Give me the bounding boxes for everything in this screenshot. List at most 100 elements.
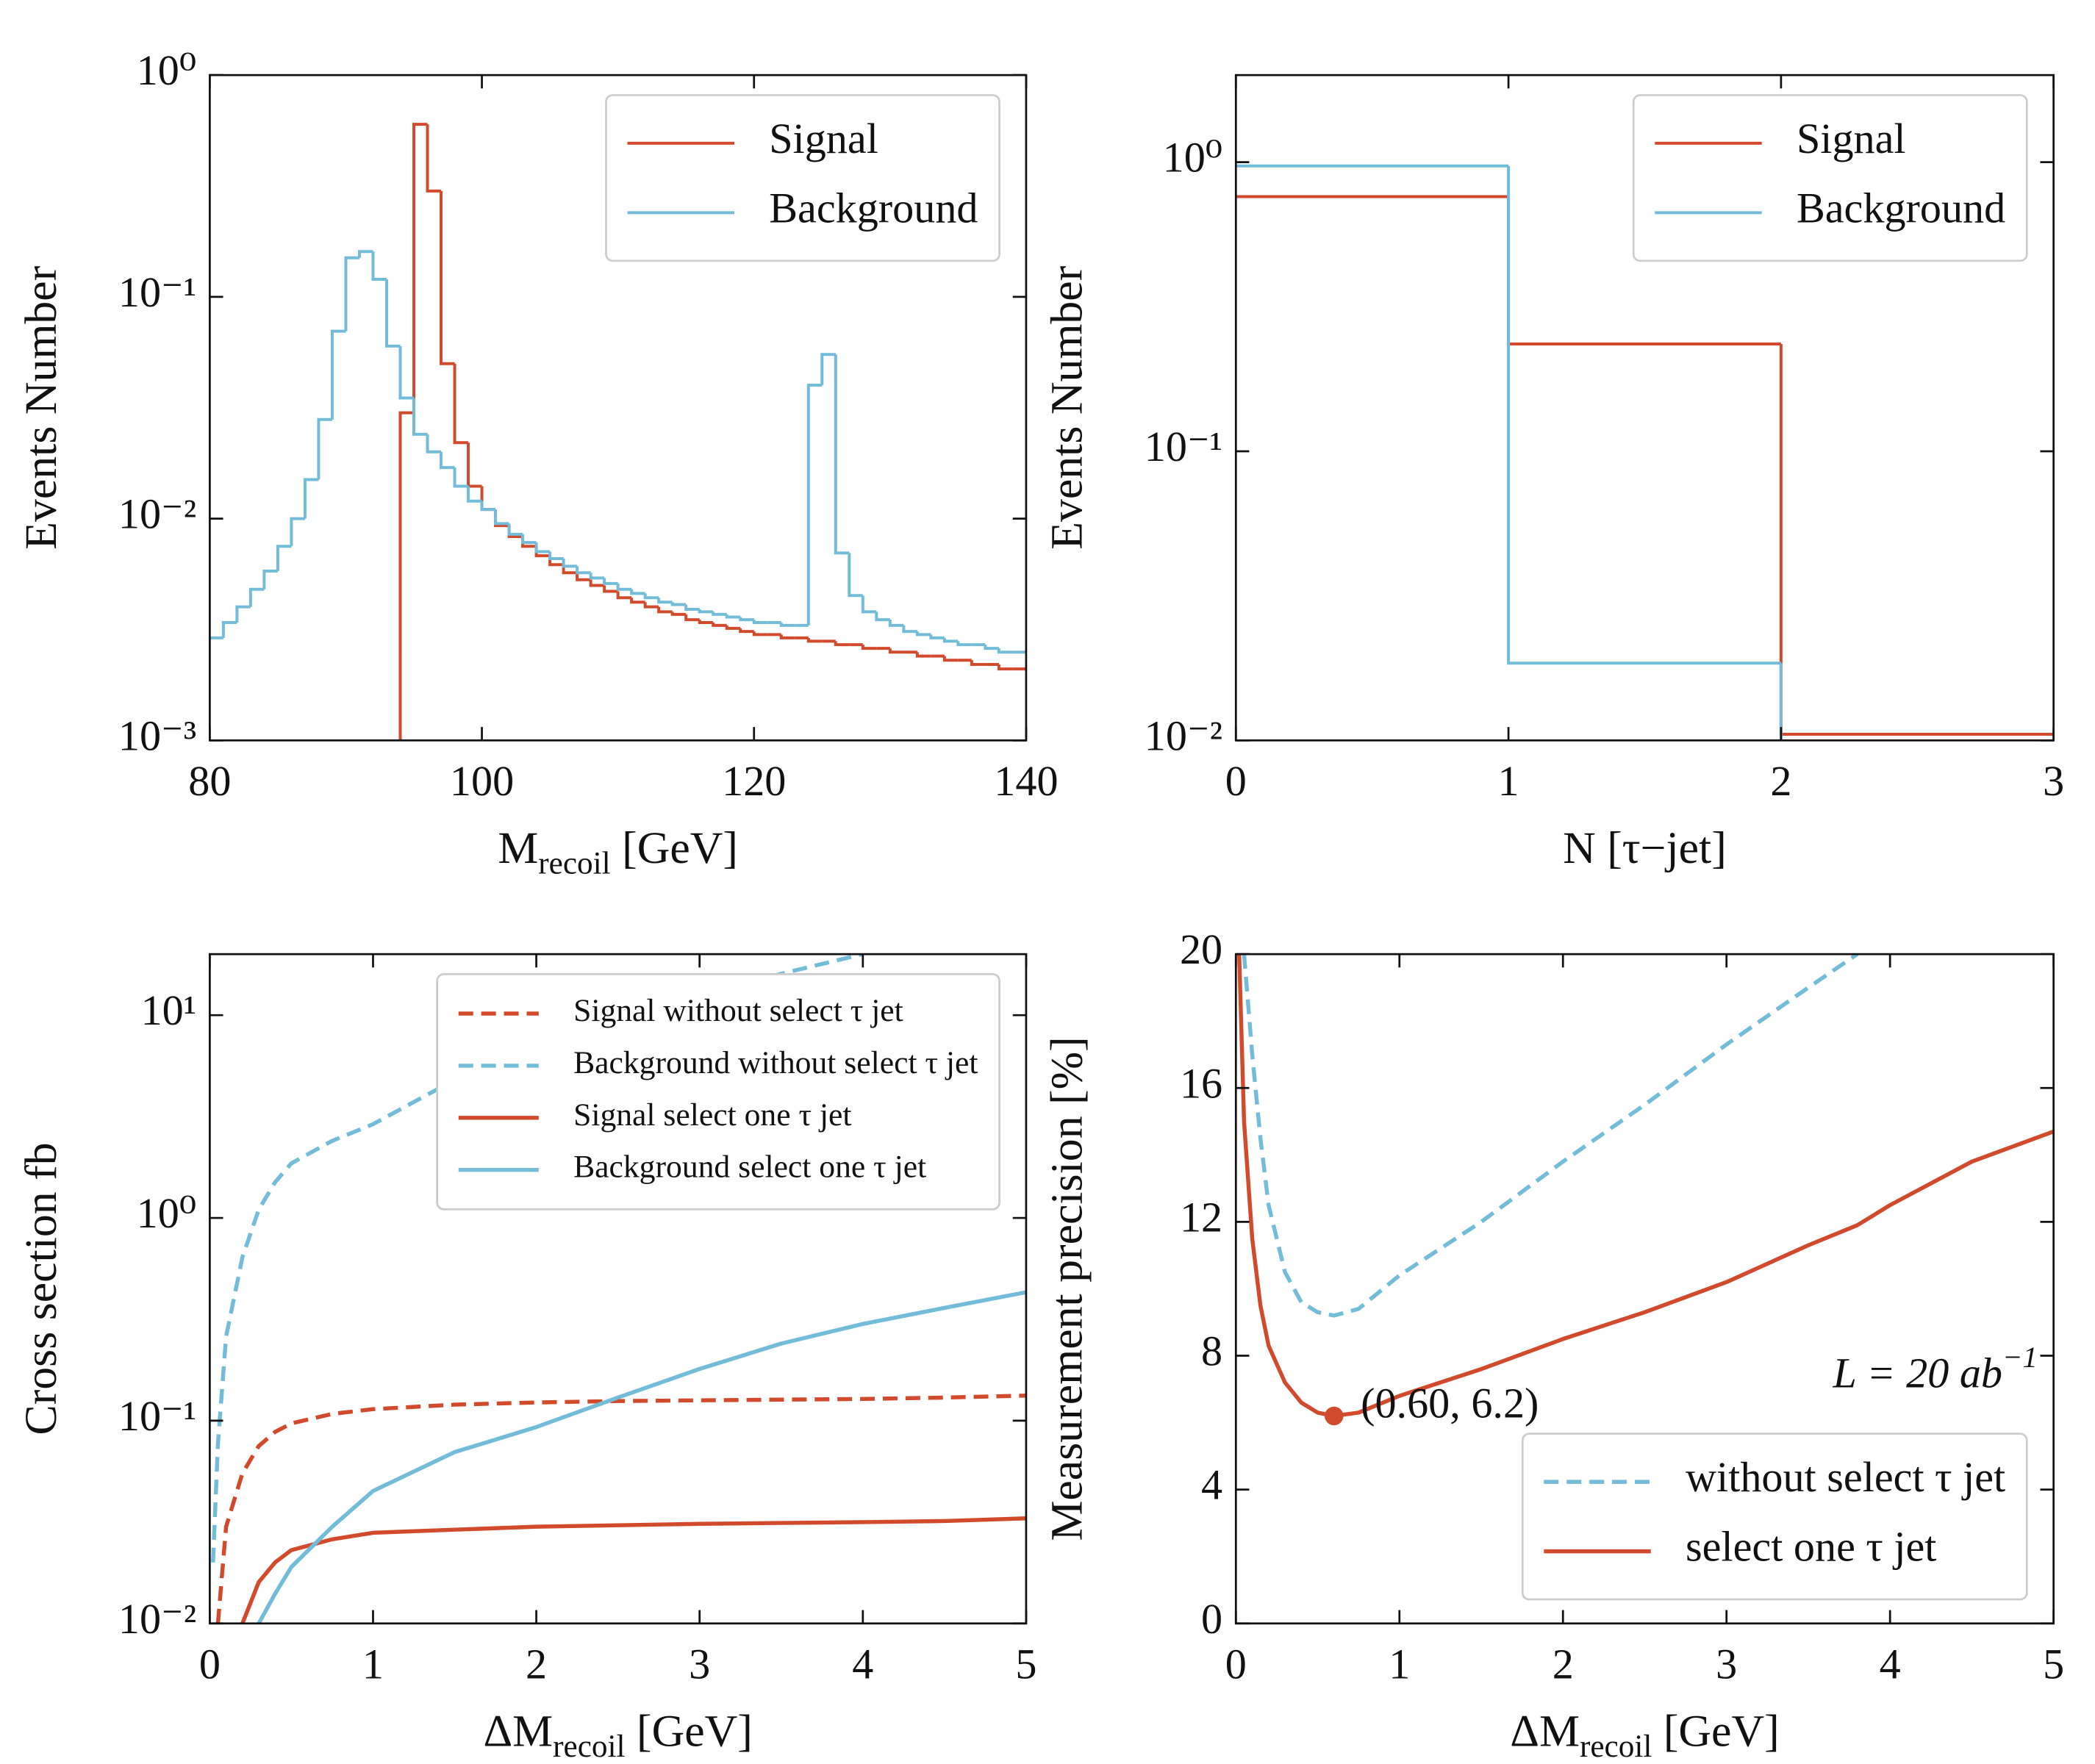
x-tick-label: 140 — [994, 757, 1058, 805]
legend: without select τ jet select one τ jet — [1521, 1433, 2028, 1601]
y-tick-label: 10¹ — [141, 987, 197, 1035]
y-tick-label: 10⁻² — [118, 490, 196, 538]
legend: Signal without select τ jet Background wi… — [436, 973, 1000, 1211]
legend-label: Background without select τ jet — [573, 1045, 978, 1080]
x-tick-label: 3 — [1716, 1641, 1737, 1688]
hist-step — [426, 434, 442, 453]
hist-step — [643, 593, 659, 600]
x-axis-label: ΔMrecoil [GeV] — [483, 1707, 752, 1764]
hist-step — [739, 617, 754, 622]
x-tick-label: 5 — [1015, 1641, 1036, 1688]
hist-step — [548, 551, 564, 561]
hist-step — [317, 417, 332, 480]
x-tick-label: 2 — [1553, 1641, 1574, 1688]
x-tick-label: 3 — [689, 1641, 710, 1688]
series-line — [1237, 954, 2054, 1419]
hist-step — [480, 486, 496, 512]
hist-step — [330, 329, 346, 420]
hist-step — [357, 250, 373, 258]
x-axis-label: N [τ−jet] — [1563, 823, 1727, 873]
hist-step — [942, 656, 959, 662]
hist-step — [548, 556, 564, 567]
y-tick-label: 16 — [1180, 1060, 1222, 1108]
hist-step — [576, 566, 591, 575]
hist-step — [371, 251, 387, 281]
x-tick-label: 5 — [2043, 1641, 2064, 1688]
hist-step — [997, 664, 1013, 671]
hist-step — [670, 602, 687, 606]
y-axis-label: Events Number — [1042, 265, 1092, 549]
x-tick-label: 0 — [199, 1641, 221, 1688]
legend-box — [1521, 1433, 2028, 1601]
legend-label: Background — [1797, 184, 2005, 232]
hist-step — [1507, 165, 1781, 665]
hist-step — [915, 652, 931, 658]
series-line — [240, 1516, 1026, 1624]
hist-step — [398, 345, 415, 400]
legend-box — [436, 973, 1000, 1211]
hist-step — [290, 517, 305, 547]
y-tick-label: 0 — [1201, 1595, 1222, 1643]
x-tick-label: 100 — [450, 757, 514, 805]
hist-step — [262, 569, 278, 589]
hist-step — [426, 124, 442, 193]
plot-frame — [1234, 74, 2055, 742]
legend-box — [605, 94, 1000, 262]
x-tick-label: 2 — [526, 1641, 547, 1688]
plot-area — [1236, 164, 2054, 741]
hist-step — [712, 622, 727, 627]
x-tick-label: 120 — [722, 757, 786, 805]
legend-label: Background — [769, 184, 978, 232]
hist-step — [1779, 343, 2054, 736]
hist-step — [453, 363, 469, 445]
hist-step — [725, 625, 741, 630]
plot-frame — [1234, 953, 2055, 1625]
hist-step — [657, 606, 673, 614]
hist-step — [630, 598, 645, 604]
hist-step — [507, 523, 523, 536]
y-tick-label: 10⁻² — [118, 1595, 196, 1643]
x-tick-label: 2 — [1770, 757, 1791, 805]
y-axis-label: Measurement precision [%] — [1042, 1036, 1092, 1541]
hist-step — [725, 614, 741, 619]
series-line — [1242, 954, 1859, 1318]
hist-step — [643, 602, 659, 609]
hist-step — [440, 190, 455, 365]
hist-step — [861, 595, 877, 614]
hist-step — [398, 411, 415, 741]
hist-step — [997, 648, 1013, 654]
annotation-point — [1325, 1406, 1344, 1426]
hist-step — [576, 573, 591, 581]
x-tick-label: 0 — [1225, 757, 1247, 805]
hist-step — [929, 634, 945, 639]
legend-box — [1632, 94, 2028, 262]
y-tick-label: 10⁻³ — [118, 712, 196, 760]
hist-step — [453, 467, 469, 488]
hist-step — [670, 612, 687, 616]
legend-label: Signal — [1797, 115, 1906, 162]
hist-step — [902, 625, 917, 634]
hist-step — [248, 587, 265, 607]
legend-label: select one τ jet — [1686, 1523, 1936, 1571]
y-tick-label: 12 — [1180, 1194, 1222, 1241]
hist-step — [521, 534, 537, 545]
hist-step — [387, 807, 401, 962]
hist-step — [779, 634, 795, 639]
hist-step — [861, 645, 877, 650]
hist-step — [303, 478, 319, 519]
hist-step — [630, 589, 645, 595]
series-line — [257, 1290, 1026, 1624]
y-tick-label: 10⁰ — [137, 47, 196, 95]
y-tick-label: 10⁰ — [137, 1189, 196, 1237]
y-tick-label: 10⁻¹ — [118, 1392, 196, 1440]
plot-frame — [209, 74, 1028, 742]
x-tick-label: 3 — [2043, 757, 2064, 805]
hist-step — [712, 612, 727, 616]
hist-step — [616, 583, 632, 591]
x-tick-label: 4 — [852, 1641, 873, 1688]
plot-area — [210, 123, 1026, 962]
hist-step — [752, 620, 768, 624]
y-axis-label: Events Number — [16, 265, 66, 549]
y-tick-label: 4 — [1201, 1461, 1222, 1509]
x-tick-label: 80 — [188, 757, 231, 805]
